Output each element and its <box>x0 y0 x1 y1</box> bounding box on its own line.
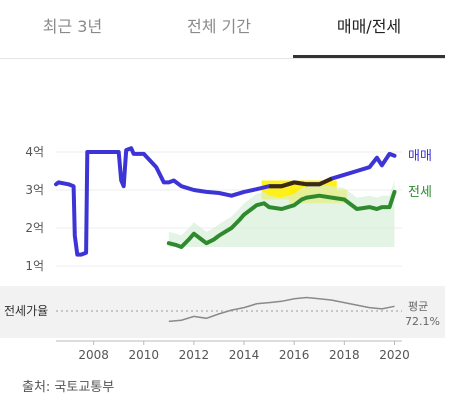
jeonse-series-label: 전세 <box>408 185 432 200</box>
ratio-average-value: 72.1% <box>405 315 440 328</box>
tab-recent-3-years[interactable]: 최근 3년 <box>42 17 103 36</box>
x-tick-label: 2010 <box>128 348 159 362</box>
x-tick-label: 2014 <box>229 348 260 362</box>
tab-full-period[interactable]: 전체 기간 <box>187 17 251 36</box>
y-tick-label: 1억 <box>25 259 44 273</box>
sale-series-label: 매매 <box>408 149 432 164</box>
series-lines <box>54 146 397 257</box>
ratio-label: 전세가율 <box>4 304 48 318</box>
x-tick-label: 2012 <box>179 348 210 362</box>
x-tick-label: 2018 <box>329 348 360 362</box>
ratio-series-line <box>168 296 395 323</box>
sale-highlight-segment <box>269 176 333 189</box>
x-tick-label: 2008 <box>78 348 109 362</box>
x-tick-label: 2016 <box>279 348 310 362</box>
ratio-panel: 전세가율 평균 72.1% <box>0 286 445 338</box>
sale-series-line <box>54 146 397 257</box>
source-text: 출처: 국토교통부 <box>22 380 115 395</box>
jeonse-series-line <box>166 189 397 249</box>
y-tick-label: 4억 <box>25 145 44 159</box>
y-tick-label: 2억 <box>25 221 44 235</box>
tab-bar: 최근 3년 전체 기간 매매/전세 <box>0 0 445 59</box>
x-tick-label: 2020 <box>379 348 410 362</box>
ratio-average-label: 평균 <box>408 300 428 313</box>
y-tick-label: 3억 <box>25 183 44 197</box>
tab-sale-jeonse[interactable]: 매매/전세 <box>293 0 445 58</box>
ratio-panel-background <box>0 286 445 338</box>
